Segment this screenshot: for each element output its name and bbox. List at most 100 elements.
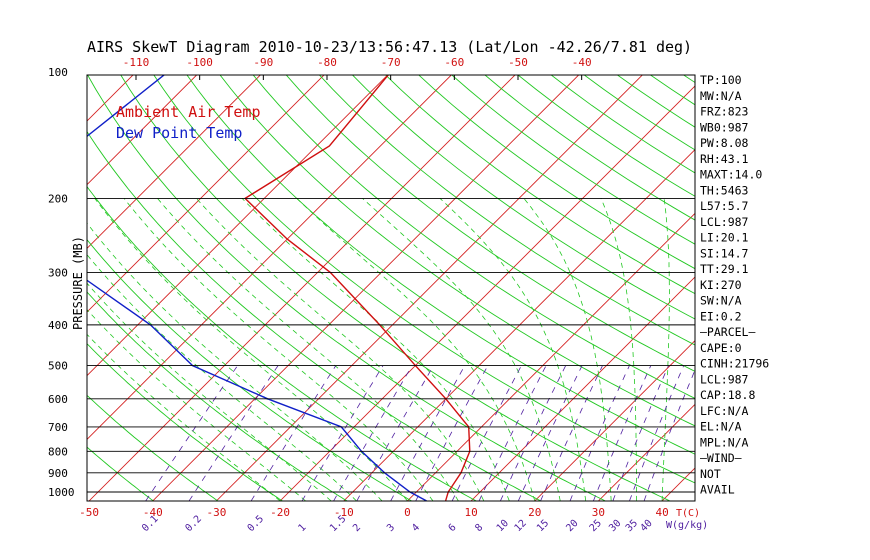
isotherm-line: [470, 276, 695, 501]
dry-adiabat-line: [87, 185, 477, 501]
top-temp-tick-label: -90: [253, 56, 273, 69]
dry-adiabat-line: [484, 75, 695, 221]
mixing-ratio-label: 12: [513, 518, 529, 534]
index-item: KI:270: [700, 278, 742, 292]
mixing-ratio-label: 20: [564, 518, 580, 534]
isotherm-line: [152, 75, 580, 501]
index-item: SW:N/A: [700, 294, 742, 308]
mixing-ratio-label: 3: [385, 522, 397, 534]
ambient-air-temp-line: [243, 75, 471, 501]
isotherm-line: [279, 85, 695, 501]
index-item: AVAIL: [700, 483, 735, 497]
moist-adiabat-line: [157, 198, 459, 501]
index-item: FRZ:823: [700, 105, 749, 119]
mixing-ratio-line: [301, 365, 384, 501]
moist-adiabat-line: [362, 198, 561, 501]
moist-adiabat-line: [439, 198, 587, 501]
mixing-ratio-line: [451, 365, 522, 501]
index-item: CINH:21796: [700, 357, 769, 371]
isotherm-line: [87, 75, 452, 440]
isotherm-line: [216, 75, 643, 501]
pressure-tick-label: 900: [48, 467, 68, 480]
index-item: CAPE:0: [700, 341, 742, 355]
index-item: LCL:987: [700, 372, 749, 386]
pressure-tick-label: 700: [48, 421, 68, 434]
index-item: LCL:987: [700, 215, 749, 229]
mixing-ratio-line: [188, 365, 279, 501]
mixing-ratio-line: [333, 365, 413, 501]
mixing-ratio-line: [569, 365, 630, 501]
mixing-ratio-unit-label: W(g/kg): [666, 520, 708, 531]
pressure-tick-label: 100: [48, 66, 68, 79]
dry-adiabat-line: [252, 75, 695, 399]
mixing-ratio-line: [629, 365, 685, 501]
bottom-temp-tick-label: -30: [206, 506, 226, 519]
moist-adiabat-line: [87, 222, 383, 501]
dry-adiabat-line: [418, 75, 695, 270]
moist-adiabat-line: [123, 198, 434, 501]
mixing-ratio-line: [390, 365, 466, 501]
index-item: RH:43.1: [700, 152, 749, 166]
dry-adiabat-line: [87, 239, 412, 501]
isotherm-line: [534, 340, 695, 501]
dry-adiabat-line: [285, 75, 695, 372]
dry-adiabat-line: [384, 75, 695, 295]
dry-adiabat-line: [649, 75, 695, 106]
mixing-ratio-line: [500, 365, 567, 501]
pressure-tick-label: 800: [48, 445, 68, 458]
bottom-temp-tick-label: 30: [592, 506, 605, 519]
dry-adiabat-line: [87, 446, 154, 501]
mixing-ratio-label: 6: [447, 522, 459, 534]
legend-entry: Dew Point Temp: [116, 124, 242, 142]
moist-adiabat-line: [87, 282, 332, 501]
moist-adiabat-line: [196, 198, 485, 501]
dry-adiabat-line: [87, 130, 541, 501]
mixing-ratio-label: 30: [607, 518, 623, 534]
dry-adiabat-line: [153, 75, 695, 484]
index-item: EI:0.2: [700, 309, 742, 323]
bottom-temp-tick-label: -20: [270, 506, 290, 519]
moist-adiabat-line: [87, 254, 357, 501]
top-temp-tick-label: -60: [444, 56, 464, 69]
y-axis-label: PRESSURE (MB): [71, 236, 85, 330]
mixing-ratio-label: 0.5: [246, 514, 267, 535]
index-item: SI:14.7: [700, 246, 749, 260]
index-item: TT:29.1: [700, 262, 749, 276]
bottom-temp-tick-label: -50: [79, 506, 99, 519]
pressure-tick-label: 600: [48, 393, 68, 406]
mixing-ratio-line: [478, 365, 547, 501]
bottom-temp-tick-label: 10: [464, 506, 477, 519]
mixing-ratio-line: [612, 365, 669, 501]
mixing-ratio-label: 0.2: [183, 514, 204, 535]
index-item: MAXT:14.0: [700, 168, 762, 182]
top-temp-tick-label: -100: [186, 56, 213, 69]
index-item: MW:N/A: [700, 89, 742, 103]
isotherm-line: [87, 75, 389, 377]
dry-adiabat-line: [87, 75, 606, 501]
bottom-temp-tick-label: -10: [334, 506, 354, 519]
index-item: MPL:N/A: [700, 435, 749, 449]
dry-adiabat-line: [87, 343, 283, 501]
mixing-ratio-label: 1: [296, 522, 308, 534]
mixing-ratio-line: [517, 365, 583, 501]
top-temp-tick-label: -70: [381, 56, 401, 69]
index-item: LI:20.1: [700, 231, 749, 245]
pressure-tick-label: 200: [48, 192, 68, 205]
index-item: CAP:18.8: [700, 388, 755, 402]
mixing-ratio-label: 25: [588, 518, 604, 534]
mixing-ratio-label: 10: [495, 518, 511, 534]
moist-adiabat-line: [600, 198, 637, 501]
moist-adiabat-line: [94, 198, 408, 501]
dry-adiabat-line: [120, 75, 670, 501]
pressure-tick-label: 400: [48, 319, 68, 332]
chart-title: AIRS SkewT Diagram 2010-10-23/13:56:47.1…: [87, 38, 692, 56]
mixing-ratio-line: [540, 365, 603, 501]
isotherm-line: [87, 75, 261, 249]
mixing-ratio-line: [643, 369, 695, 501]
mixing-ratio-label: 4: [410, 522, 422, 534]
dry-adiabat-line: [87, 291, 348, 501]
moist-adiabat-line: [241, 198, 510, 501]
index-item: EL:N/A: [700, 420, 742, 434]
isotherm-line: [0, 63, 18, 501]
